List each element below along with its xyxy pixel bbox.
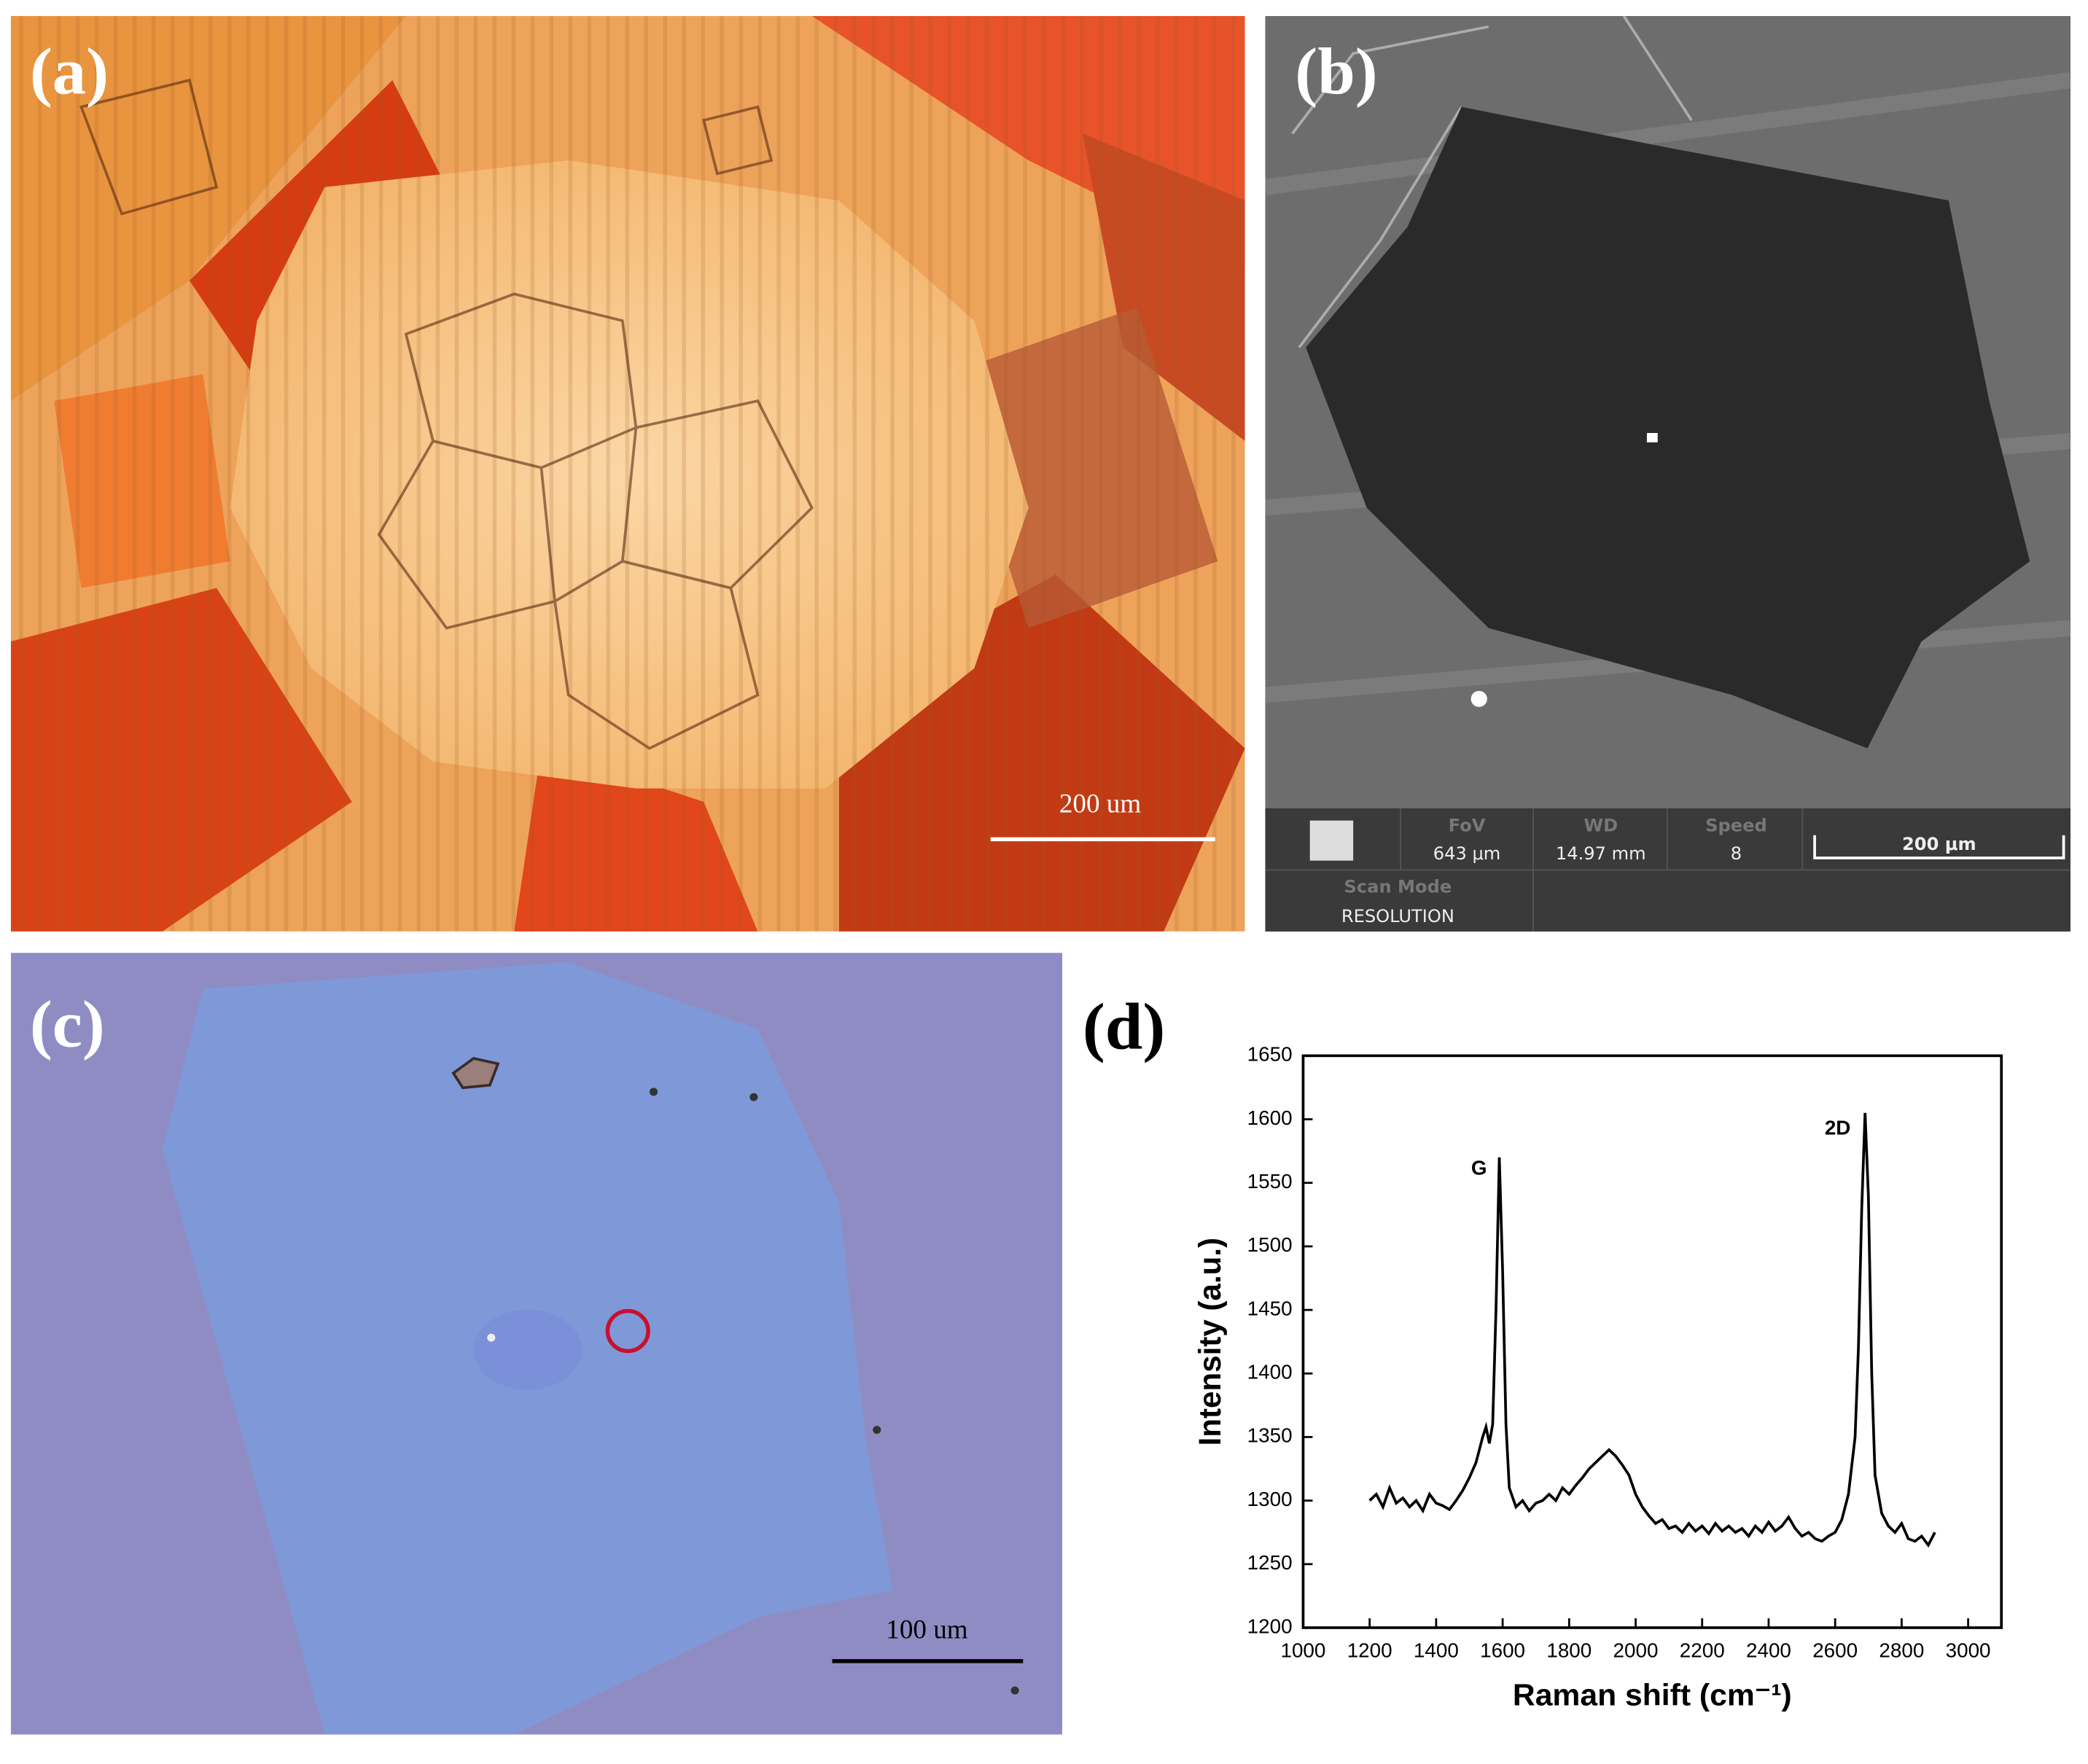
scale-bar-label: 100 um: [886, 1615, 968, 1644]
sem-micrograph-b: [1265, 16, 2071, 809]
x-tick-label: 3000: [1946, 1639, 1991, 1661]
info-value: 14.97 mm: [1556, 843, 1646, 864]
x-tick-label: 2600: [1812, 1639, 1858, 1661]
plot-frame: [1301, 1054, 2003, 1629]
info-label: FoV: [1449, 815, 1486, 835]
x-tick-label: 1800: [1546, 1639, 1592, 1661]
x-tick-label: 1200: [1347, 1639, 1392, 1661]
spectrum-line: [1368, 1112, 1936, 1548]
annotation: G: [1471, 1157, 1487, 1179]
region-marker: [605, 1308, 650, 1354]
y-tick-label: 1200: [1247, 1615, 1293, 1637]
y-tick-label: 1250: [1247, 1551, 1293, 1574]
optical-micrograph-c: [10, 953, 1063, 1735]
optical-micrograph-a: [10, 16, 1245, 932]
x-tick-label: 2000: [1613, 1639, 1659, 1661]
annotation: 2D: [1825, 1117, 1851, 1139]
scale-bar-label: 200 um: [1059, 789, 1142, 819]
info-label: Scan Mode: [1344, 877, 1452, 897]
x-tick-label: 1400: [1414, 1639, 1459, 1661]
x-tick-label: 1000: [1280, 1639, 1325, 1661]
scale-bar-label: 200 μm: [1902, 834, 1976, 854]
y-tick-label: 1500: [1247, 1233, 1293, 1256]
panel-label: (c): [30, 987, 105, 1061]
y-tick-label: 1400: [1247, 1361, 1293, 1384]
info-label: WD: [1583, 815, 1618, 835]
info-label: Speed: [1705, 815, 1767, 835]
panel-label: (a): [30, 34, 109, 108]
y-tick-label: 1300: [1247, 1488, 1293, 1510]
y-axis-label: Intensity (a.u.): [1193, 1238, 1227, 1446]
sem-info-bar: FoV 643 μm WD 14.97 mm Speed 8 200 μm Sc…: [1265, 808, 2071, 932]
panel-label: (b): [1295, 34, 1377, 108]
panel-label: (d): [1083, 990, 1165, 1064]
x-tick-label: 2200: [1680, 1639, 1725, 1661]
info-value: 643 μm: [1433, 843, 1501, 864]
y-tick-label: 1550: [1247, 1170, 1293, 1193]
x-tick-label: 1600: [1480, 1639, 1525, 1661]
y-tick-label: 1650: [1247, 1043, 1293, 1066]
x-axis-label: Raman shift (cm⁻¹): [1513, 1678, 1792, 1712]
x-tick-label: 2400: [1746, 1639, 1791, 1661]
y-tick-label: 1350: [1247, 1424, 1293, 1447]
info-value: RESOLUTION: [1341, 906, 1454, 926]
info-value: 8: [1731, 843, 1742, 864]
x-tick-label: 2800: [1879, 1639, 1924, 1661]
y-tick-label: 1450: [1247, 1297, 1293, 1319]
y-tick-label: 1600: [1247, 1107, 1293, 1129]
